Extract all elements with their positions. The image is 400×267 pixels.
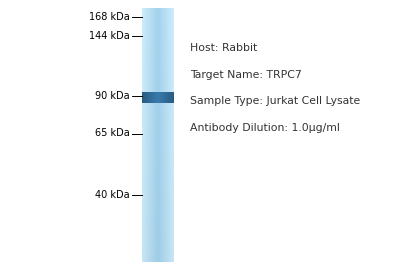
Text: 90 kDa: 90 kDa — [95, 91, 130, 101]
Text: 40 kDa: 40 kDa — [95, 190, 130, 200]
Text: 65 kDa: 65 kDa — [95, 128, 130, 139]
Text: Target Name: TRPC7: Target Name: TRPC7 — [190, 70, 302, 80]
Text: Sample Type: Jurkat Cell Lysate: Sample Type: Jurkat Cell Lysate — [190, 96, 360, 107]
Text: Antibody Dilution: 1.0µg/ml: Antibody Dilution: 1.0µg/ml — [190, 123, 340, 133]
Text: 144 kDa: 144 kDa — [89, 31, 130, 41]
Text: Host: Rabbit: Host: Rabbit — [190, 43, 257, 53]
Text: 168 kDa: 168 kDa — [89, 12, 130, 22]
